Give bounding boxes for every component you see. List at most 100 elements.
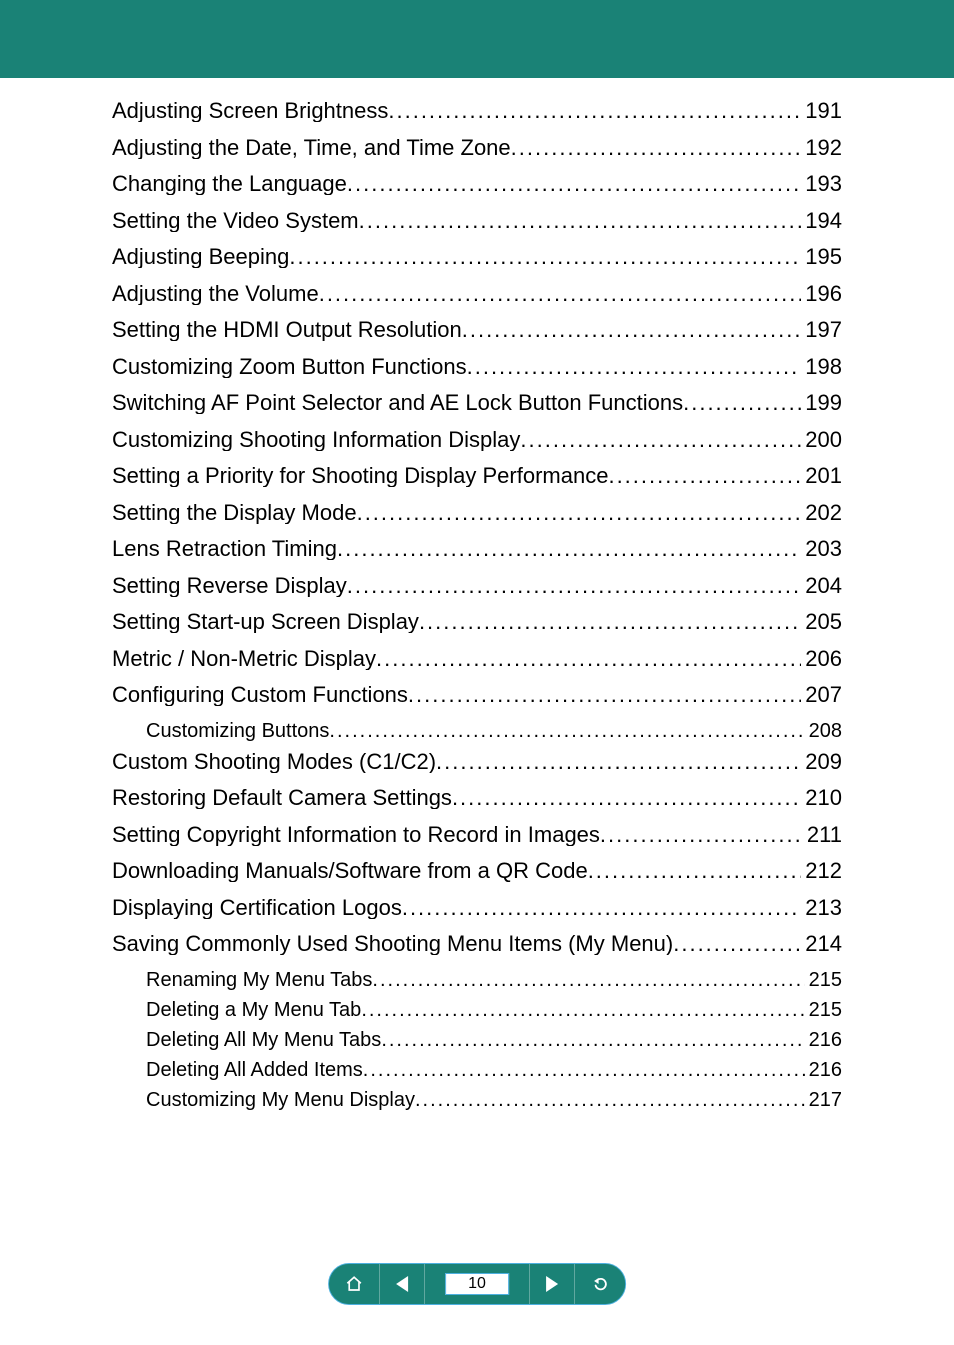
toc-page-number: 213	[801, 897, 842, 919]
toc-row[interactable]: Setting the HDMI Output Resolution 197	[112, 319, 842, 341]
toc-page-number: 206	[801, 648, 842, 670]
page-indicator-wrap: 10	[425, 1264, 530, 1304]
toc-row[interactable]: Changing the Language 193	[112, 173, 842, 195]
next-button[interactable]	[530, 1264, 575, 1304]
toc-page-number: 208	[805, 721, 842, 741]
nav-bar: 10	[328, 1263, 626, 1305]
toc-row[interactable]: Adjusting Screen Brightness191	[112, 100, 842, 122]
toc-row[interactable]: Adjusting Beeping195	[112, 246, 842, 268]
toc-row[interactable]: Adjusting the Volume196	[112, 283, 842, 305]
toc-leader-dots	[359, 210, 802, 232]
toc-row[interactable]: Deleting All My Menu Tabs 216	[112, 1030, 842, 1050]
toc-title: Downloading Manuals/Software from a QR C…	[112, 860, 588, 882]
toc-leader-dots	[388, 100, 801, 122]
toc-leader-dots	[511, 137, 802, 159]
toc-leader-dots	[347, 575, 802, 597]
toc-row[interactable]: Lens Retraction Timing203	[112, 538, 842, 560]
toc-leader-dots	[361, 1000, 804, 1020]
toc-page-number: 212	[801, 860, 842, 882]
toc-title: Configuring Custom Functions	[112, 684, 408, 706]
toc-leader-dots	[608, 465, 801, 487]
toc-row[interactable]: Renaming My Menu Tabs 215	[112, 970, 842, 990]
toc-row[interactable]: Downloading Manuals/Software from a QR C…	[112, 860, 842, 882]
toc-row[interactable]: Customizing Buttons 208	[112, 721, 842, 741]
toc-row[interactable]: Setting the Video System194	[112, 210, 842, 232]
toc-page-number: 205	[801, 611, 842, 633]
triangle-right-icon	[546, 1276, 558, 1292]
toc-row[interactable]: Switching AF Point Selector and AE Lock …	[112, 392, 842, 414]
toc-leader-dots	[402, 897, 801, 919]
toc-title: Lens Retraction Timing	[112, 538, 337, 560]
toc-page-number: 215	[805, 1000, 842, 1020]
return-icon	[591, 1275, 609, 1293]
toc-title: Setting the Display Mode	[112, 502, 357, 524]
toc-row[interactable]: Saving Commonly Used Shooting Menu Items…	[112, 933, 842, 955]
toc-title: Adjusting the Date, Time, and Time Zone	[112, 137, 511, 159]
toc-page-number: 211	[803, 824, 842, 846]
toc-title: Customizing Buttons	[146, 721, 329, 741]
toc-title: Saving Commonly Used Shooting Menu Items…	[112, 933, 673, 955]
toc-leader-dots	[436, 751, 801, 773]
toc-title: Displaying Certification Logos	[112, 897, 402, 919]
return-button[interactable]	[575, 1264, 625, 1304]
toc-page-number: 216	[805, 1030, 842, 1050]
toc-title: Renaming My Menu Tabs	[146, 970, 372, 990]
toc-page-number: 192	[801, 137, 842, 159]
toc-row[interactable]: Setting the Display Mode202	[112, 502, 842, 524]
toc-title: Setting the HDMI Output Resolution	[112, 319, 462, 341]
toc-leader-dots	[415, 1090, 805, 1110]
toc-row[interactable]: Metric / Non-Metric Display206	[112, 648, 842, 670]
toc-row[interactable]: Customizing My Menu Display217	[112, 1090, 842, 1110]
toc-leader-dots	[408, 684, 801, 706]
toc-title: Restoring Default Camera Settings	[112, 787, 452, 809]
toc-leader-dots	[329, 721, 804, 741]
toc-row[interactable]: Setting Copyright Information to Record …	[112, 824, 842, 846]
toc-title: Deleting a My Menu Tab	[146, 1000, 361, 1020]
toc-page-number: 197	[801, 319, 842, 341]
toc-leader-dots	[520, 429, 801, 451]
toc-page-number: 198	[801, 356, 842, 378]
toc-title: Adjusting Screen Brightness	[112, 100, 388, 122]
toc-leader-dots	[683, 392, 801, 414]
toc-title: Setting Reverse Display	[112, 575, 347, 597]
toc-leader-dots	[452, 787, 801, 809]
toc-title: Switching AF Point Selector and AE Lock …	[112, 392, 683, 414]
toc-title: Changing the Language	[112, 173, 347, 195]
prev-button[interactable]	[380, 1264, 425, 1304]
toc-row[interactable]: Setting Reverse Display204	[112, 575, 842, 597]
toc-leader-dots	[337, 538, 801, 560]
toc-leader-dots	[600, 824, 803, 846]
toc-page-number: 215	[805, 970, 842, 990]
toc-leader-dots	[372, 970, 804, 990]
toc-title: Deleting All My Menu Tabs	[146, 1030, 381, 1050]
toc-leader-dots	[376, 648, 801, 670]
toc-title: Adjusting Beeping	[112, 246, 289, 268]
home-button[interactable]	[329, 1264, 380, 1304]
toc-row[interactable]: Adjusting the Date, Time, and Time Zone 1…	[112, 137, 842, 159]
toc-page-number: 207	[801, 684, 842, 706]
toc-page-number: 209	[801, 751, 842, 773]
toc-title: Customizing Shooting Information Display	[112, 429, 520, 451]
toc-row[interactable]: Setting a Priority for Shooting Display …	[112, 465, 842, 487]
toc-row[interactable]: Custom Shooting Modes (C1/C2)209	[112, 751, 842, 773]
toc-row[interactable]: Restoring Default Camera Settings210	[112, 787, 842, 809]
toc-row[interactable]: Customizing Zoom Button Functions198	[112, 356, 842, 378]
home-icon	[345, 1275, 363, 1293]
toc-leader-dots	[588, 860, 802, 882]
toc-leader-dots	[673, 933, 801, 955]
toc-leader-dots	[289, 246, 801, 268]
toc-page-number: 193	[801, 173, 842, 195]
toc-row[interactable]: Configuring Custom Functions 207	[112, 684, 842, 706]
toc-title: Adjusting the Volume	[112, 283, 319, 305]
header-band	[0, 0, 954, 78]
toc-page-number: 194	[801, 210, 842, 232]
toc-row[interactable]: Customizing Shooting Information Display…	[112, 429, 842, 451]
toc-row[interactable]: Deleting All Added Items216	[112, 1060, 842, 1080]
toc-row[interactable]: Setting Start-up Screen Display 205	[112, 611, 842, 633]
toc-row[interactable]: Deleting a My Menu Tab 215	[112, 1000, 842, 1020]
toc-page-number: 217	[805, 1090, 842, 1110]
toc-row[interactable]: Displaying Certification Logos 213	[112, 897, 842, 919]
toc-title: Setting Start-up Screen Display	[112, 611, 419, 633]
triangle-left-icon	[396, 1276, 408, 1292]
toc-page-number: 200	[801, 429, 842, 451]
